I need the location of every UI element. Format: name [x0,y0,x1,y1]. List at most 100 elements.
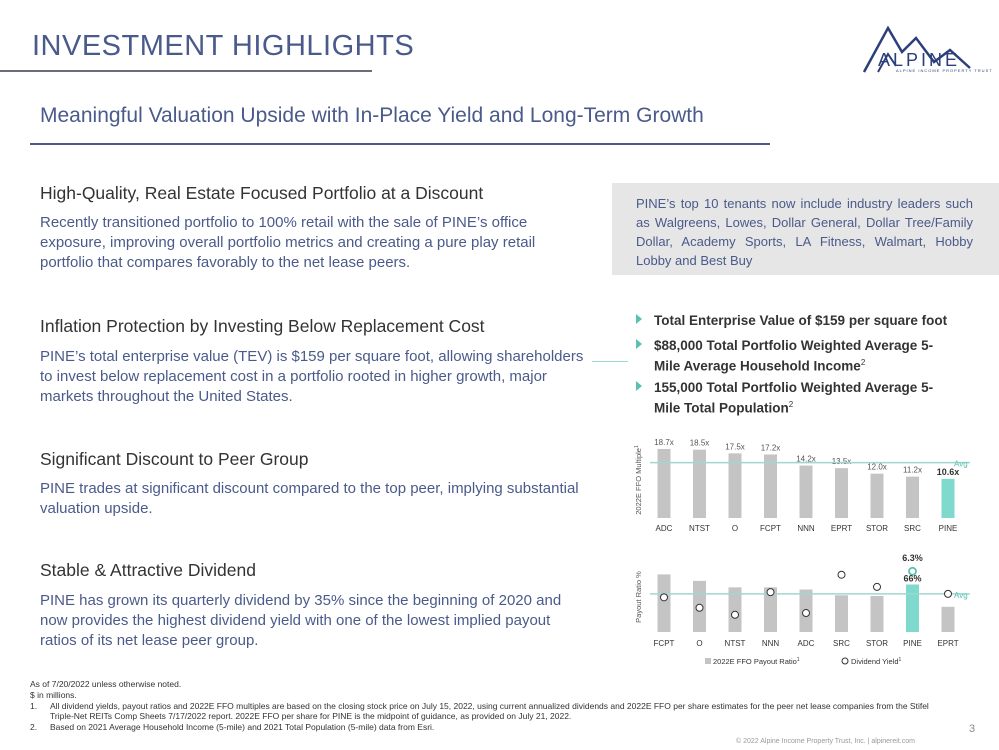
page-title: INVESTMENT HIGHLIGHTS [32,30,415,62]
average-label: Avg [954,460,968,469]
footnote-units: $ in millions. [30,689,77,700]
arrow-icon [636,314,642,324]
tick-label: NNN [797,524,815,533]
arrow-icon [636,339,642,349]
tick-label: SRC [904,524,921,533]
footnote-ref: 2 [788,400,794,409]
bar-fcpt [764,454,777,518]
bar-src [835,595,848,632]
data-label: 18.5x [690,439,710,448]
tick-label: FCPT [760,524,781,533]
tick-label: EPRT [937,639,958,648]
page-number: 3 [969,723,976,735]
footnote-ref: 2 [860,358,866,367]
bar-nnn [764,587,777,632]
legend-bar-swatch [705,658,711,664]
footnote-date: As of 7/20/2022 unless otherwise noted. [30,679,182,689]
bar-ntst [693,449,706,518]
data-label: 14.2x [796,455,816,464]
yield-marker-ntst [731,610,739,619]
top-tenants-callout: PINE’s top 10 tenants now include indust… [612,183,999,275]
tick-label: SRC [833,639,850,648]
bullet-text: $88,000 Total Portfolio Weighted Average… [654,338,934,374]
footnote-text: All dividend yields, payout ratios and 2… [50,700,929,722]
yield-marker-eprt [944,589,952,598]
bar-nnn [799,465,813,518]
tick-label: ADC [656,524,673,533]
yield-marker-src [837,570,846,579]
bullet-text: 155,000 Total Portfolio Weighted Average… [654,380,934,416]
tick-label: NNN [762,639,780,648]
ffo-multiple-chart: 2022E FFO Multiple1 18.7x ADC 18.5x NTST 17.5… [634,438,970,533]
yield-label: 6.3% [902,553,923,563]
payout-label: 66% [903,573,921,583]
data-label: 13.5x [832,457,852,466]
tick-label: PINE [903,639,922,648]
footnote-1: 1. All dividend yields, payout ratios an… [30,701,950,723]
section-heading-portfolio: High-Quality, Real Estate Focused Portfo… [40,183,484,203]
section-body-inflation: PINE’s total enterprise value (TEV) is $… [40,348,584,405]
section-body-portfolio: Recently transitioned portfolio to 100% … [40,214,536,271]
data-label: 17.2x [761,443,781,452]
footnote-2: 2. Based on 2021 Average Household Incom… [30,722,950,733]
average-label: Avg [954,591,968,600]
title-underline [0,70,372,72]
tick-label: NTST [725,639,746,648]
bar-stor [870,596,884,632]
tick-label: NTST [689,524,710,533]
bar-eprt [941,606,955,632]
footnote-number: 1. [30,700,38,711]
yield-marker-fcpt [660,593,668,602]
data-label: 12.0x [867,463,887,472]
section-body-discount: PINE trades at significant discount comp… [40,480,579,517]
bar-pine [941,478,955,518]
bullet-income: $88,000 Total Portfolio Weighted Average… [636,337,956,375]
tick-label: O [732,524,738,533]
tick-label: EPRT [831,524,852,533]
yield-marker-pine [908,566,917,576]
bar-ntst [728,587,742,632]
tick-label: FCPT [654,639,675,648]
logo-subtext: ALPINE INCOME PROPERTY TRUST [896,68,993,73]
legend-yield-marker [841,657,849,665]
data-label: 17.5x [725,442,745,451]
tick-label: PINE [939,524,958,533]
bar-pine [906,584,919,632]
logo-wordmark: ALPINE [878,50,961,70]
bullet-text: Total Enterprise Value of $159 per squar… [654,313,948,328]
tick-label: STOR [866,639,888,648]
tick-label: ADC [798,639,815,648]
yield-marker-adc [802,609,810,618]
page-subtitle: Meaningful Valuation Upside with In-Plac… [40,104,704,127]
connector-line [592,361,628,362]
tick-label: STOR [866,524,888,533]
yield-marker-stor [873,582,881,591]
bar-src [906,476,919,518]
y-axis-label: Payout Ratio % [634,571,643,623]
legend-yield-label: Dividend Yield1 [851,657,902,666]
section-heading-discount: Significant Discount to Peer Group [40,449,309,469]
mountain-icon [862,25,971,73]
bullet-population: 155,000 Total Portfolio Weighted Average… [636,379,956,417]
bullet-tev: Total Enterprise Value of $159 per squar… [636,312,947,329]
bar-o [728,453,742,518]
section-heading-dividend: Stable & Attractive Dividend [40,560,256,580]
yield-marker-nnn [766,588,775,597]
footnotes: As of 7/20/2022 unless otherwise noted. … [30,679,950,733]
alpine-logo [862,25,971,73]
data-label: 10.6x [937,467,960,477]
section-heading-inflation: Inflation Protection by Investing Below … [40,316,485,336]
bar-fcpt [657,574,671,632]
bar-adc [657,448,671,518]
yield-marker-o [695,603,704,612]
tick-label: O [696,639,702,648]
payout-ratio-chart: Payout Ratio % FCPT O NTST NNN ADC SRC STOR PINE… [634,553,970,666]
bar-eprt [835,468,848,518]
y-axis-label: 2022E FFO Multiple1 [634,445,643,515]
bar-stor [870,473,884,518]
data-label: 11.2x [903,466,922,475]
footnote-number: 2. [30,722,38,733]
legend-payout-label: 2022E FFO Payout Ratio1 [713,657,800,666]
copyright: © 2022 Alpine Income Property Trust, Inc… [736,738,915,745]
footnote-text: Based on 2021 Average Household Income (… [50,722,435,733]
